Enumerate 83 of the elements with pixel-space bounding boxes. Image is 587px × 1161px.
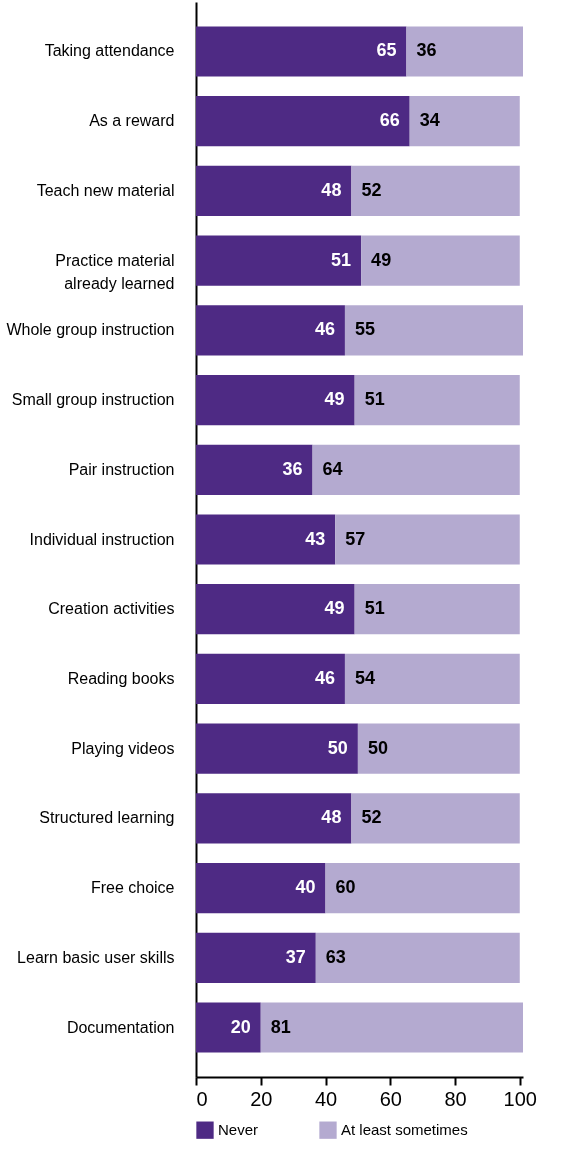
data-label: 54 (354, 667, 375, 688)
x-tick-label: 100 (503, 1087, 537, 1110)
data-label: 64 (322, 458, 343, 479)
y-tick-label: Documentation (66, 1018, 175, 1036)
bar (406, 26, 523, 77)
data-label: 36 (416, 40, 437, 61)
y-tick-label: Taking attendance (44, 42, 175, 60)
data-label: 43 (305, 528, 326, 549)
x-tick-label: 0 (196, 1087, 208, 1110)
data-label: 48 (321, 179, 342, 200)
bar (196, 1002, 261, 1053)
y-tick-label: Creation activities (48, 600, 175, 618)
bar (196, 374, 355, 426)
bar (325, 862, 520, 914)
bar (260, 1002, 523, 1053)
x-tick-label: 60 (379, 1087, 402, 1110)
y-tick-label: Reading books (67, 669, 175, 687)
bar (196, 514, 336, 565)
data-label: 36 (282, 458, 303, 479)
y-tick-label: Teach new material (36, 181, 175, 199)
bar (361, 235, 520, 286)
bar (344, 653, 520, 705)
bar (335, 514, 520, 565)
data-label: 51 (364, 598, 385, 619)
data-label: 49 (371, 249, 392, 270)
bar (354, 374, 520, 426)
data-label: 81 (270, 1016, 291, 1037)
data-label: 57 (345, 528, 366, 549)
data-label: 51 (331, 249, 352, 270)
y-tick-label: Practice material already learned (55, 251, 175, 292)
legend-label: Never (218, 1121, 259, 1139)
data-label: 60 (335, 877, 356, 898)
data-label: 46 (314, 667, 335, 688)
bar (315, 932, 520, 983)
bar (351, 793, 520, 844)
data-label: 37 (285, 946, 306, 967)
data-label: 65 (376, 40, 397, 61)
x-tick-label: 20 (250, 1087, 273, 1110)
bar (196, 862, 326, 914)
data-label: 40 (295, 877, 316, 898)
bar (344, 305, 523, 356)
y-tick-label: Pair instruction (68, 460, 175, 478)
bar (196, 793, 352, 844)
data-label: 34 (419, 110, 440, 131)
legend-label: At least sometimes (341, 1121, 468, 1139)
y-tick-label: Structured learning (39, 809, 175, 827)
data-label: 49 (324, 389, 345, 410)
y-tick-label: As a reward (89, 112, 175, 130)
bar (196, 305, 345, 356)
x-tick-label: 80 (444, 1087, 467, 1110)
data-label: 20 (230, 1016, 251, 1037)
y-tick-label: Individual instruction (29, 530, 175, 548)
data-label: 46 (314, 319, 335, 340)
bar (354, 584, 520, 635)
y-tick-label: Free choice (90, 879, 175, 897)
data-label: 49 (324, 598, 345, 619)
y-tick-label: Whole group instruction (6, 321, 175, 339)
data-label: 66 (379, 110, 400, 131)
bar (196, 165, 352, 217)
y-tick-label: Learn basic user skills (17, 948, 175, 966)
x-tick-label: 40 (314, 1087, 338, 1110)
bar (196, 444, 313, 495)
bar (196, 235, 362, 286)
data-label: 55 (354, 319, 375, 340)
data-label: 52 (361, 179, 382, 200)
bar (357, 723, 520, 774)
bar (196, 96, 410, 147)
bar (196, 26, 407, 77)
bar (409, 96, 520, 147)
bar (312, 444, 520, 495)
bar (196, 653, 345, 705)
data-label: 50 (327, 737, 348, 758)
data-label: 63 (325, 946, 346, 967)
data-label: 48 (321, 807, 342, 828)
data-label: 51 (364, 389, 385, 410)
bar (196, 723, 358, 774)
bar (351, 165, 520, 217)
y-tick-label: Small group instruction (11, 391, 175, 409)
data-label: 50 (367, 737, 388, 758)
data-label: 52 (361, 807, 382, 828)
y-tick-label: Playing videos (71, 739, 175, 757)
bar (196, 584, 355, 635)
bar (196, 932, 316, 983)
